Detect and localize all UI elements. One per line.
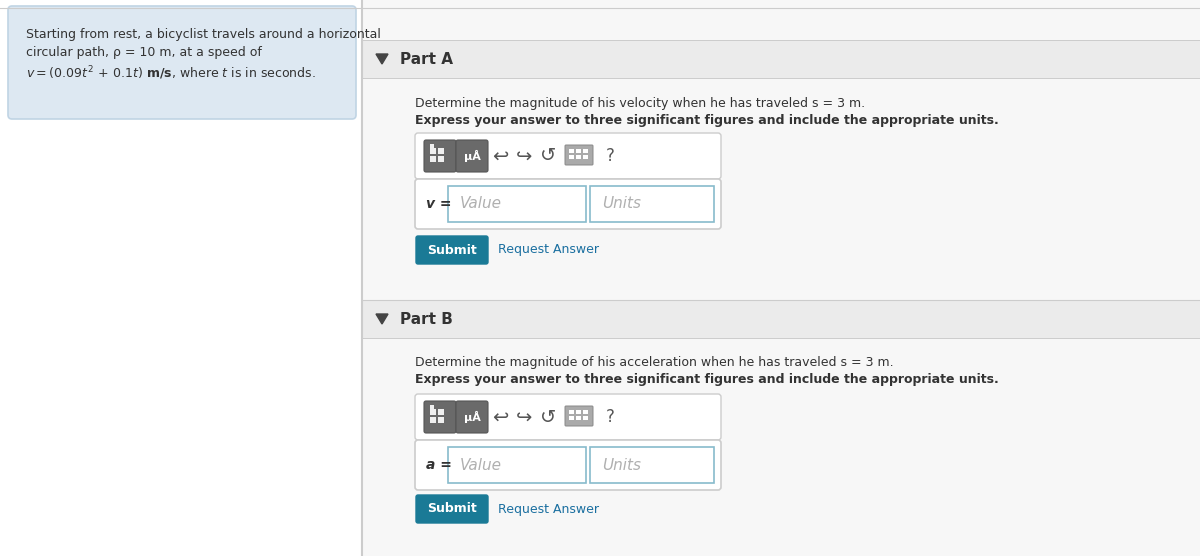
Text: $v = \left(0.09t^2\,+\,0.1t\right)\ \mathbf{m/s}$, where $t$ is in seconds.: $v = \left(0.09t^2\,+\,0.1t\right)\ \mat… <box>26 64 316 82</box>
Bar <box>569 149 574 153</box>
Bar <box>448 186 586 222</box>
Bar <box>448 447 586 483</box>
FancyBboxPatch shape <box>416 495 488 523</box>
Bar <box>590 186 714 222</box>
FancyBboxPatch shape <box>424 140 456 172</box>
Text: Units: Units <box>602 196 641 211</box>
Text: ↩: ↩ <box>492 408 508 426</box>
Bar <box>438 148 444 154</box>
Polygon shape <box>376 314 388 324</box>
Bar <box>583 416 588 420</box>
Text: Value: Value <box>460 196 502 211</box>
FancyBboxPatch shape <box>415 440 721 490</box>
Text: μÅ: μÅ <box>463 150 480 162</box>
FancyBboxPatch shape <box>565 406 593 426</box>
Text: ↪: ↪ <box>516 408 532 426</box>
FancyBboxPatch shape <box>416 236 488 264</box>
Bar <box>583 410 588 414</box>
Bar <box>576 155 581 159</box>
Bar <box>430 144 434 148</box>
Bar <box>576 410 581 414</box>
Text: Part A: Part A <box>400 52 454 67</box>
Bar <box>430 409 436 415</box>
Bar <box>430 405 434 409</box>
Bar <box>362 300 1200 338</box>
Bar <box>583 149 588 153</box>
FancyBboxPatch shape <box>8 6 356 119</box>
Text: Request Answer: Request Answer <box>498 244 599 256</box>
Bar <box>362 0 1200 556</box>
Text: Submit: Submit <box>427 503 476 515</box>
Text: Determine the magnitude of his acceleration when he has traveled s = 3 m.: Determine the magnitude of his accelerat… <box>415 356 894 369</box>
Text: ↩: ↩ <box>492 146 508 166</box>
Text: Determine the magnitude of his velocity when he has traveled s = 3 m.: Determine the magnitude of his velocity … <box>415 97 865 110</box>
Text: a =: a = <box>426 458 452 472</box>
Bar <box>569 155 574 159</box>
Text: ↺: ↺ <box>540 408 556 426</box>
Bar <box>430 156 436 162</box>
Text: Submit: Submit <box>427 244 476 256</box>
Bar <box>590 447 714 483</box>
FancyBboxPatch shape <box>424 401 456 433</box>
Text: Part B: Part B <box>400 311 452 326</box>
Bar <box>430 148 436 154</box>
Text: μÅ: μÅ <box>463 411 480 423</box>
Bar <box>438 409 444 415</box>
Bar <box>576 149 581 153</box>
Bar <box>583 155 588 159</box>
Bar <box>576 416 581 420</box>
FancyBboxPatch shape <box>456 401 488 433</box>
Text: Value: Value <box>460 458 502 473</box>
Polygon shape <box>376 54 388 64</box>
FancyBboxPatch shape <box>456 140 488 172</box>
FancyBboxPatch shape <box>565 145 593 165</box>
Text: Request Answer: Request Answer <box>498 503 599 515</box>
Bar <box>362 40 1200 78</box>
FancyBboxPatch shape <box>415 179 721 229</box>
Bar <box>569 416 574 420</box>
Text: ↺: ↺ <box>540 146 556 166</box>
Text: Express your answer to three significant figures and include the appropriate uni: Express your answer to three significant… <box>415 373 998 386</box>
Bar <box>569 410 574 414</box>
Text: ↪: ↪ <box>516 146 532 166</box>
Text: Starting from rest, a bicyclist travels around a horizontal: Starting from rest, a bicyclist travels … <box>26 28 380 41</box>
Bar <box>438 156 444 162</box>
Text: v =: v = <box>426 197 451 211</box>
Bar <box>438 417 444 423</box>
FancyBboxPatch shape <box>415 394 721 440</box>
FancyBboxPatch shape <box>415 133 721 179</box>
Text: circular path, ρ = 10 m, at a speed of: circular path, ρ = 10 m, at a speed of <box>26 46 262 59</box>
Text: ?: ? <box>606 408 614 426</box>
Text: Units: Units <box>602 458 641 473</box>
Bar <box>430 417 436 423</box>
Text: Express your answer to three significant figures and include the appropriate uni: Express your answer to three significant… <box>415 114 998 127</box>
Text: ?: ? <box>606 147 614 165</box>
